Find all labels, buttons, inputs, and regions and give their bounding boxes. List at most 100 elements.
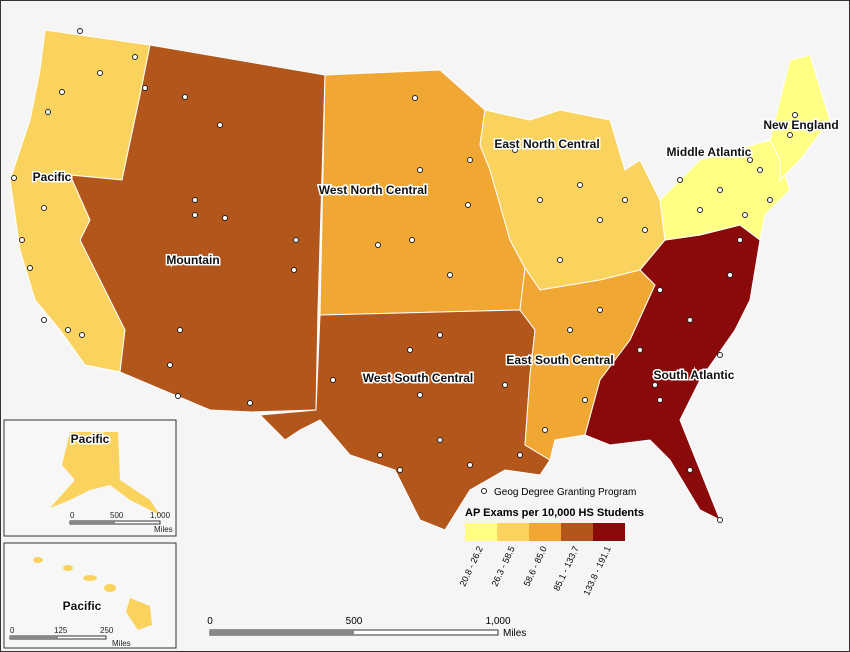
program-point	[577, 182, 583, 188]
main-scale: 0 500 1,000 Miles	[207, 616, 526, 639]
program-point	[465, 202, 471, 208]
program-point	[747, 157, 753, 163]
program-point	[417, 392, 423, 398]
region-label: Pacific	[63, 599, 102, 613]
program-point	[787, 132, 793, 138]
legend-title: AP Exams per 10,000 HS Students	[465, 507, 644, 519]
program-point	[175, 393, 181, 399]
program-point	[217, 122, 223, 128]
scale-label: 500	[110, 511, 124, 520]
program-point	[542, 427, 548, 433]
program-point	[192, 197, 198, 203]
program-point	[642, 227, 648, 233]
region-label: Middle Atlantic	[667, 145, 752, 159]
program-point	[79, 332, 85, 338]
program-point	[717, 187, 723, 193]
program-point	[247, 400, 253, 406]
region-label: South Atlantic	[654, 368, 735, 382]
program-point	[687, 317, 693, 323]
program-point	[177, 327, 183, 333]
program-points	[11, 28, 798, 621]
program-point	[97, 70, 103, 76]
region-label: Mountain	[166, 253, 219, 267]
region-mountain	[69, 44, 326, 413]
program-point	[59, 89, 65, 95]
program-point	[437, 332, 443, 338]
program-point	[293, 237, 299, 243]
scale-label: 0	[10, 626, 15, 635]
program-point	[330, 377, 336, 383]
program-point	[537, 197, 543, 203]
program-point	[412, 95, 418, 101]
program-point	[407, 347, 413, 353]
program-point	[657, 397, 663, 403]
program-point	[717, 517, 723, 523]
program-point	[697, 207, 703, 213]
scale-label: 500	[346, 616, 363, 627]
region-label: Pacific	[71, 432, 110, 446]
program-point	[677, 177, 683, 183]
program-point	[132, 54, 138, 60]
program-point	[502, 382, 508, 388]
program-point	[291, 267, 297, 273]
region-hawaii	[33, 557, 152, 630]
scale-label: 1,000	[150, 511, 171, 520]
program-point	[582, 397, 588, 403]
program-point	[727, 272, 733, 278]
program-point	[27, 265, 33, 271]
program-point	[222, 215, 228, 221]
program-point	[45, 109, 51, 115]
program-point	[41, 205, 47, 211]
program-point	[167, 362, 173, 368]
region-new-england	[769, 54, 831, 182]
program-point	[417, 167, 423, 173]
scale-unit: Miles	[154, 525, 173, 534]
legend-point	[481, 488, 487, 494]
region-label: West South Central	[363, 371, 473, 385]
region-label: East South Central	[506, 353, 613, 367]
program-point	[397, 467, 403, 473]
region-label: Pacific	[33, 170, 72, 184]
legend-swatch	[465, 523, 497, 541]
program-point	[77, 28, 83, 34]
program-point	[657, 287, 663, 293]
scale-unit: Miles	[112, 639, 131, 648]
scale-label: 0	[207, 616, 213, 627]
program-point	[767, 197, 773, 203]
program-point	[11, 175, 17, 181]
program-point	[409, 237, 415, 243]
program-point	[567, 327, 573, 333]
program-point	[792, 112, 798, 118]
region-label: New England	[763, 118, 838, 132]
program-point	[717, 352, 723, 358]
region-middle-atlantic	[659, 139, 791, 241]
alaska-scale: 0 500 1,000 Miles	[69, 511, 173, 534]
program-point	[437, 437, 443, 443]
program-point	[622, 197, 628, 203]
hawaii-scale: 0 125 250 Miles	[9, 626, 131, 648]
program-point	[447, 272, 453, 278]
program-point	[41, 317, 47, 323]
region-label: West North Central	[319, 183, 427, 197]
program-point	[597, 307, 603, 313]
legend-swatch	[529, 523, 561, 541]
scale-unit: Miles	[503, 628, 526, 639]
program-point	[375, 242, 381, 248]
program-point	[19, 237, 25, 243]
legend-swatch	[561, 523, 593, 541]
program-point	[142, 85, 148, 91]
program-point	[512, 147, 518, 153]
program-point	[652, 382, 658, 388]
scale-label: 250	[100, 626, 114, 635]
program-point	[467, 157, 473, 163]
program-point	[637, 347, 643, 353]
region-alaska	[50, 432, 160, 515]
scale-label: 1,000	[485, 616, 510, 627]
legend-point-label: Geog Degree Granting Program	[494, 487, 636, 498]
program-point	[467, 462, 473, 468]
inset-hawaii	[3, 542, 177, 649]
program-point	[757, 167, 763, 173]
legend-swatch	[593, 523, 625, 541]
program-point	[742, 212, 748, 218]
